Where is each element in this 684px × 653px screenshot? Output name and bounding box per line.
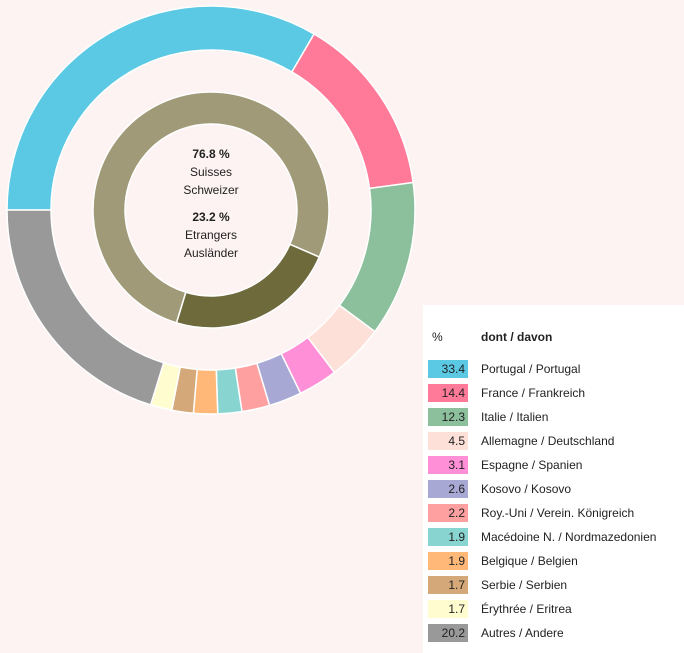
legend-title: dont / davon [481,330,552,344]
legend-value: 3.1 [448,458,465,472]
legend-swatch [428,504,468,522]
legend-value: 20.2 [442,626,466,640]
legend-swatch [428,600,468,618]
inner-segment [175,243,321,329]
legend-swatch [428,528,468,546]
legend-swatch [428,576,468,594]
legend-label: Espagne / Spanien [481,458,582,472]
legend-label: Autres / Andere [481,626,564,640]
legend-label: Portugal / Portugal [481,362,580,376]
legend-label: Belgique / Belgien [481,554,578,568]
legend-label: Allemagne / Deutschland [481,434,614,448]
center-value: 23.2 % [192,210,230,224]
legend-value: 1.9 [448,554,465,568]
legend-label: Serbie / Serbien [481,578,567,592]
legend-swatch [428,432,468,450]
legend-value: 12.3 [442,410,466,424]
legend-swatch [428,408,468,426]
legend-value: 1.7 [448,578,465,592]
legend-value: 4.5 [448,434,465,448]
legend-value: 1.9 [448,530,465,544]
legend-swatch [428,624,468,642]
legend-label: Roy.-Uni / Verein. Königreich [481,506,634,520]
outer-segment [6,5,316,211]
legend-value: 2.6 [448,482,465,496]
center-label: Suisses [190,165,232,179]
legend-unit: % [432,330,443,344]
legend-label: France / Frankreich [481,386,585,400]
legend-label: Italie / Italien [481,410,548,424]
legend-swatch [428,480,468,498]
center-value: 76.8 % [192,147,230,161]
center-label: Schweizer [183,183,238,197]
legend-value: 2.2 [448,506,465,520]
legend-label: Macédoine N. / Nordmazedonien [481,530,656,544]
legend-swatch [428,456,468,474]
legend-swatch [428,360,468,378]
outer-segment [338,181,416,333]
center-label: Etrangers [185,228,237,242]
legend-label: Érythrée / Eritrea [481,601,572,616]
legend-swatch [428,384,468,402]
legend-value: 14.4 [442,386,466,400]
inner-segment [92,91,330,324]
outer-segment [6,209,165,406]
legend-value: 1.7 [448,602,465,616]
legend-label: Kosovo / Kosovo [481,482,571,496]
legend-swatch [428,552,468,570]
center-label: Ausländer [184,246,238,260]
legend-value: 33.4 [442,362,466,376]
